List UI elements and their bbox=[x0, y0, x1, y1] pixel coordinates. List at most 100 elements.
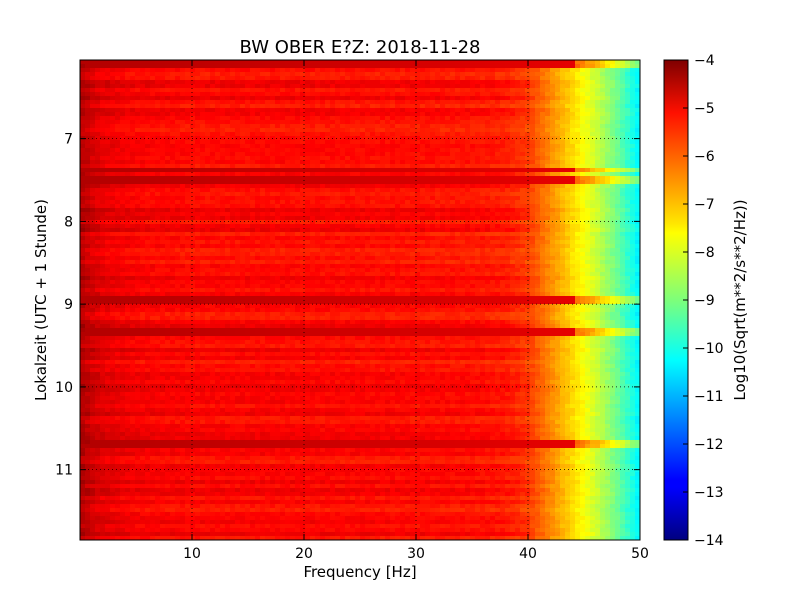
heatmap-cell bbox=[305, 184, 311, 189]
heatmap-cell bbox=[165, 60, 171, 65]
heatmap-cell bbox=[245, 184, 251, 189]
heatmap-cell bbox=[180, 192, 186, 197]
heatmap-cell bbox=[445, 92, 451, 97]
heatmap-cell bbox=[385, 212, 391, 217]
heatmap-cell bbox=[230, 112, 236, 117]
heatmap-cell bbox=[185, 208, 191, 213]
heatmap-cell bbox=[330, 76, 336, 81]
heatmap-cell bbox=[205, 196, 211, 201]
heatmap-cell bbox=[170, 68, 176, 73]
heatmap-cell bbox=[90, 160, 96, 165]
heatmap-cell bbox=[130, 104, 136, 109]
heatmap-cell bbox=[295, 236, 301, 241]
heatmap-cell bbox=[370, 232, 376, 237]
heatmap-cell bbox=[120, 100, 126, 105]
heatmap-cell bbox=[455, 140, 461, 145]
heatmap-cell bbox=[510, 156, 516, 161]
heatmap-cell bbox=[625, 72, 631, 77]
heatmap-cell bbox=[400, 188, 406, 193]
heatmap-cell bbox=[305, 108, 311, 113]
heatmap-cell bbox=[525, 232, 531, 237]
heatmap-cell bbox=[260, 180, 266, 185]
heatmap-cell bbox=[485, 168, 491, 173]
heatmap-cell bbox=[445, 88, 451, 93]
heatmap-cell bbox=[200, 60, 206, 65]
heatmap-cell bbox=[360, 84, 366, 89]
heatmap-cell bbox=[415, 140, 421, 145]
heatmap-cell bbox=[130, 232, 136, 237]
heatmap-cell bbox=[380, 192, 386, 197]
heatmap-cell bbox=[190, 208, 196, 213]
heatmap-cell bbox=[160, 64, 166, 69]
heatmap-cell bbox=[200, 84, 206, 89]
heatmap-cell bbox=[485, 228, 491, 233]
heatmap-cell bbox=[260, 192, 266, 197]
heatmap-cell bbox=[105, 120, 111, 125]
heatmap-cell bbox=[100, 212, 106, 217]
heatmap-cell bbox=[235, 104, 241, 109]
heatmap-cell bbox=[525, 64, 531, 69]
heatmap-cell bbox=[605, 84, 611, 89]
heatmap-cell bbox=[385, 236, 391, 241]
heatmap-cell bbox=[480, 140, 486, 145]
heatmap-cell bbox=[525, 192, 531, 197]
heatmap-cell bbox=[480, 132, 486, 137]
heatmap-cell bbox=[260, 140, 266, 145]
heatmap-cell bbox=[270, 108, 276, 113]
heatmap-cell bbox=[305, 64, 311, 69]
heatmap-cell bbox=[95, 120, 101, 125]
heatmap-cell bbox=[455, 144, 461, 149]
heatmap-cell bbox=[380, 116, 386, 121]
heatmap-cell bbox=[610, 88, 616, 93]
heatmap-cell bbox=[345, 236, 351, 241]
heatmap-cell bbox=[580, 192, 586, 197]
heatmap-cell bbox=[415, 144, 421, 149]
heatmap-cell bbox=[190, 112, 196, 117]
heatmap-cell bbox=[435, 172, 441, 177]
heatmap-cell bbox=[575, 72, 581, 77]
heatmap-cell bbox=[415, 180, 421, 185]
heatmap-cell bbox=[470, 72, 476, 77]
heatmap-cell bbox=[600, 68, 606, 73]
heatmap-cell bbox=[345, 232, 351, 237]
heatmap-cell bbox=[190, 216, 196, 221]
heatmap-cell bbox=[330, 92, 336, 97]
heatmap-cell bbox=[440, 216, 446, 221]
heatmap-cell bbox=[345, 152, 351, 157]
heatmap-cell bbox=[175, 236, 181, 241]
heatmap-cell bbox=[300, 132, 306, 137]
heatmap-cell bbox=[230, 164, 236, 169]
heatmap-cell bbox=[345, 180, 351, 185]
heatmap-cell bbox=[170, 84, 176, 89]
heatmap-cell bbox=[490, 176, 496, 181]
heatmap-cell bbox=[100, 156, 106, 161]
heatmap-cell bbox=[475, 168, 481, 173]
heatmap-cell bbox=[380, 92, 386, 97]
heatmap-cell bbox=[485, 172, 491, 177]
heatmap-cell bbox=[265, 120, 271, 125]
heatmap-cell bbox=[310, 188, 316, 193]
heatmap-cell bbox=[355, 216, 361, 221]
heatmap-cell bbox=[460, 176, 466, 181]
heatmap-cell bbox=[620, 108, 626, 113]
heatmap-cell bbox=[175, 136, 181, 141]
heatmap-cell bbox=[525, 216, 531, 221]
heatmap-cell bbox=[275, 232, 281, 237]
heatmap-cell bbox=[545, 84, 551, 89]
heatmap-cell bbox=[80, 76, 86, 81]
heatmap-cell bbox=[125, 236, 131, 241]
heatmap-cell bbox=[125, 140, 131, 145]
heatmap-cell bbox=[205, 184, 211, 189]
heatmap-cell bbox=[300, 60, 306, 65]
heatmap-cell bbox=[595, 192, 601, 197]
heatmap-cell bbox=[240, 172, 246, 177]
heatmap-cell bbox=[435, 116, 441, 121]
heatmap-cell bbox=[320, 92, 326, 97]
heatmap-cell bbox=[485, 108, 491, 113]
heatmap-cell bbox=[340, 216, 346, 221]
heatmap-cell bbox=[320, 88, 326, 93]
heatmap-cell bbox=[225, 84, 231, 89]
heatmap-cell bbox=[120, 136, 126, 141]
heatmap-cell bbox=[430, 60, 436, 65]
heatmap-cell bbox=[605, 144, 611, 149]
